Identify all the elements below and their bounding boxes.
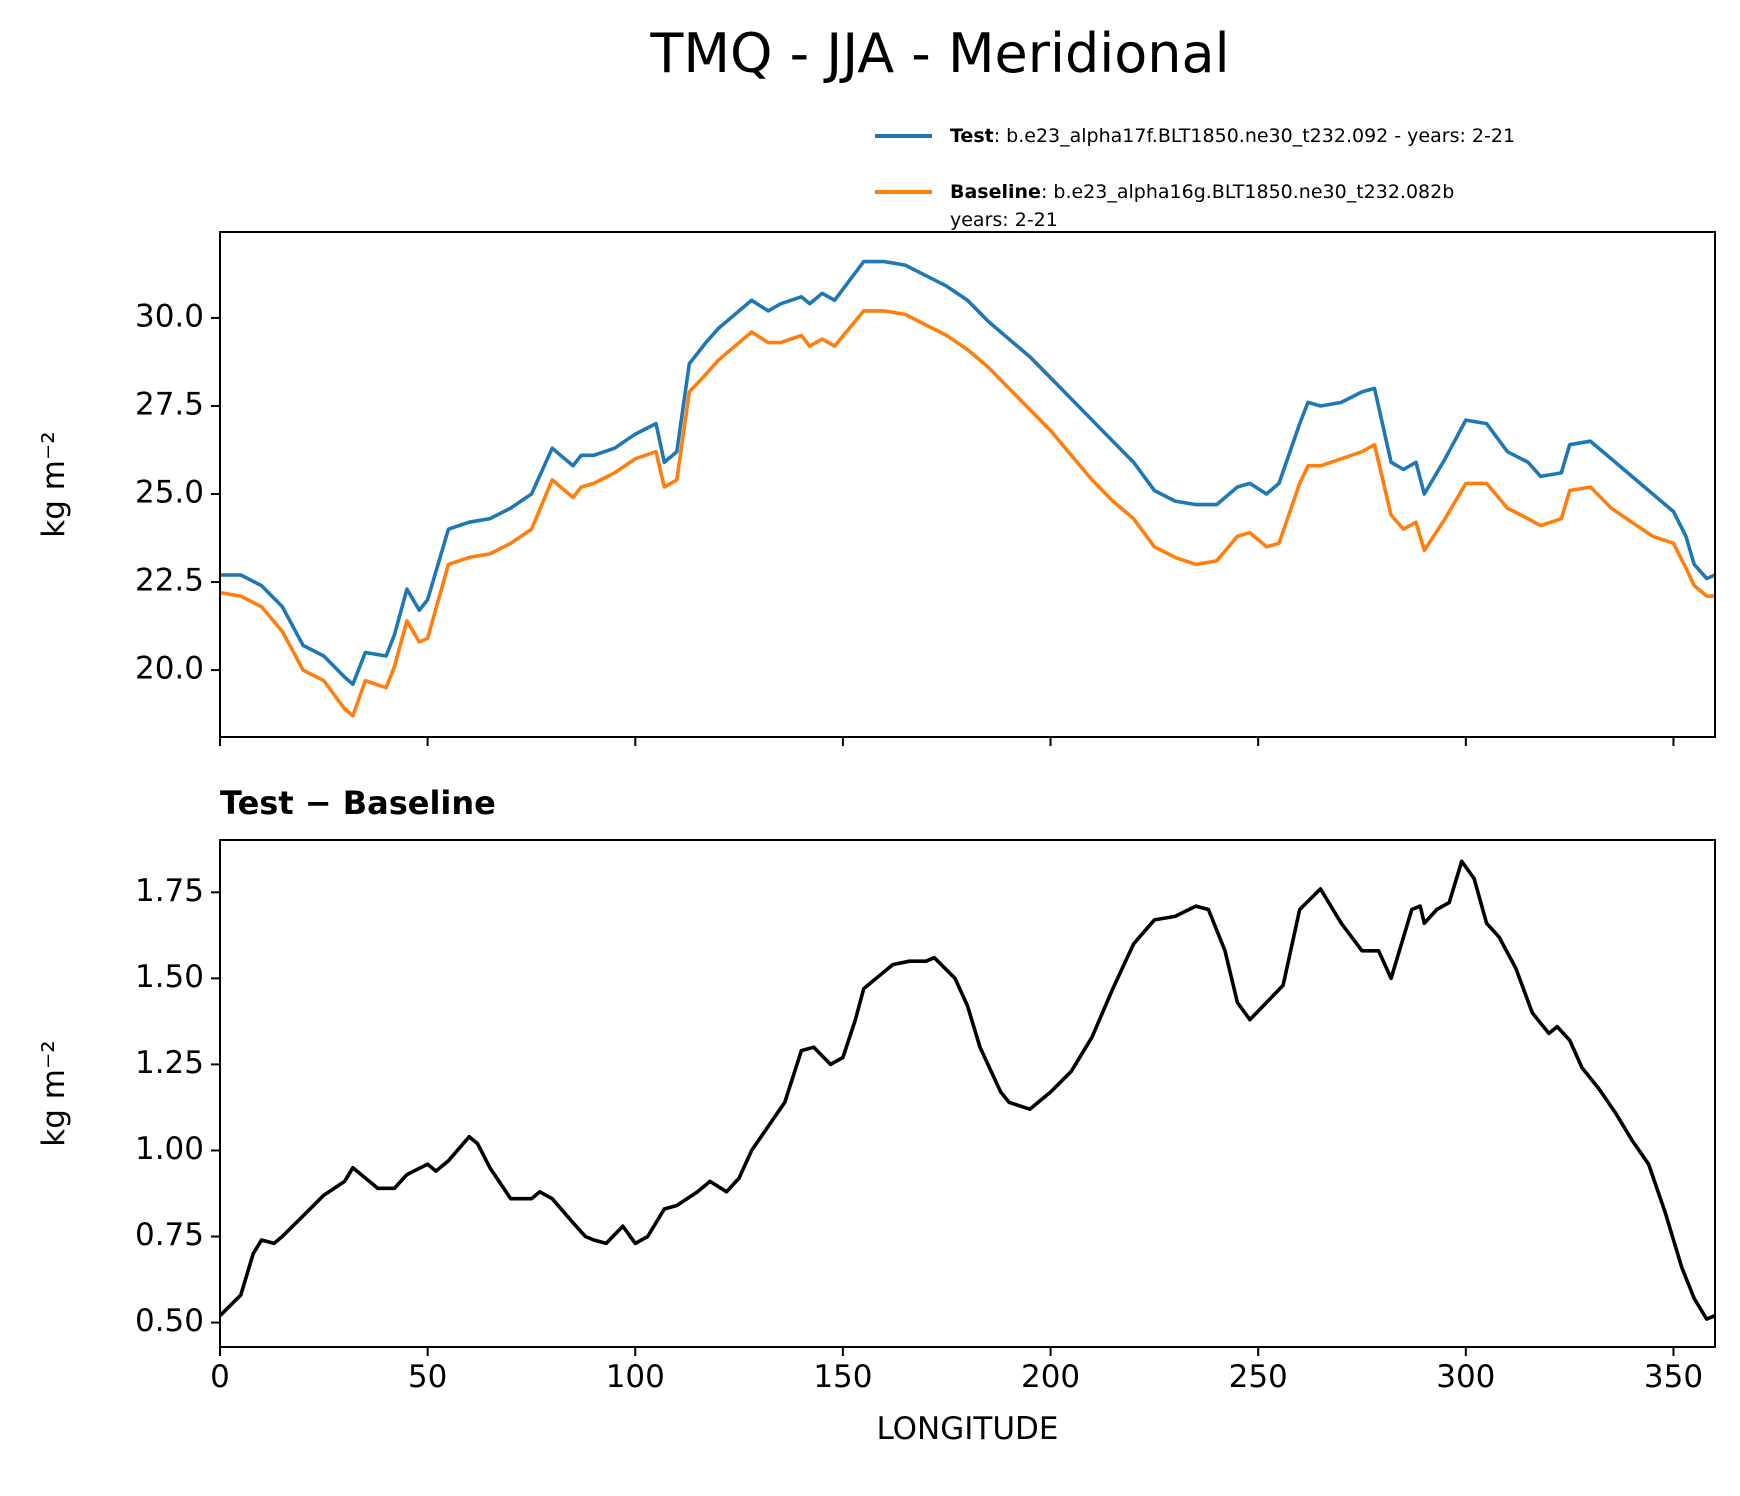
y-tick-label: 1.50 [135, 959, 204, 995]
x-tick-label: 100 [606, 1359, 665, 1395]
y-axis-label: kg m⁻² [36, 1040, 72, 1146]
axes-frame [219, 231, 1716, 738]
y-tick-label: 1.25 [135, 1045, 204, 1081]
y-tick-label: 1.75 [135, 873, 204, 909]
y-tick-label: 30.0 [135, 298, 204, 334]
y-tick-label: 1.00 [135, 1131, 204, 1167]
data-line [218, 859, 1716, 1321]
y-tick-label: 22.5 [135, 563, 204, 599]
figure-title: TMQ - JJA - Meridional [649, 22, 1229, 85]
x-tick-label: 200 [1021, 1359, 1080, 1395]
y-tick-label: 27.5 [135, 386, 204, 422]
y-tick-label: 0.50 [135, 1303, 204, 1339]
y-tick-label: 25.0 [135, 475, 204, 511]
axes-title: Test − Baseline [220, 784, 496, 822]
legend-name: Test [950, 125, 994, 147]
x-axis-label: LONGITUDE [876, 1411, 1058, 1447]
x-tick-label: 250 [1229, 1359, 1288, 1395]
x-tick-label: 350 [1644, 1359, 1703, 1395]
x-tick-label: 150 [813, 1359, 872, 1395]
y-tick-label: 20.0 [135, 651, 204, 687]
axes-frame [219, 839, 1716, 1348]
data-line [220, 259, 1716, 686]
legend-entry: Baseline: b.e23_alpha16g.BLT1850.ne30_t2… [950, 181, 1454, 231]
legend-entry: Test: b.e23_alpha17f.BLT1850.ne30_t232.0… [950, 125, 1515, 147]
data-line [219, 309, 1715, 718]
legend-name: Baseline [950, 181, 1041, 203]
x-tick-label: 0 [210, 1359, 230, 1395]
x-tick-label: 300 [1436, 1359, 1495, 1395]
legend-description: years: 2-21 [950, 209, 1058, 231]
x-tick-label: 50 [408, 1359, 447, 1395]
legend-description: : b.e23_alpha17f.BLT1850.ne30_t232.092 -… [994, 125, 1515, 147]
y-tick-label: 0.75 [135, 1217, 204, 1253]
legend-description: : b.e23_alpha16g.BLT1850.ne30_t232.082b [1041, 181, 1454, 203]
y-axis-label: kg m⁻² [36, 431, 72, 537]
